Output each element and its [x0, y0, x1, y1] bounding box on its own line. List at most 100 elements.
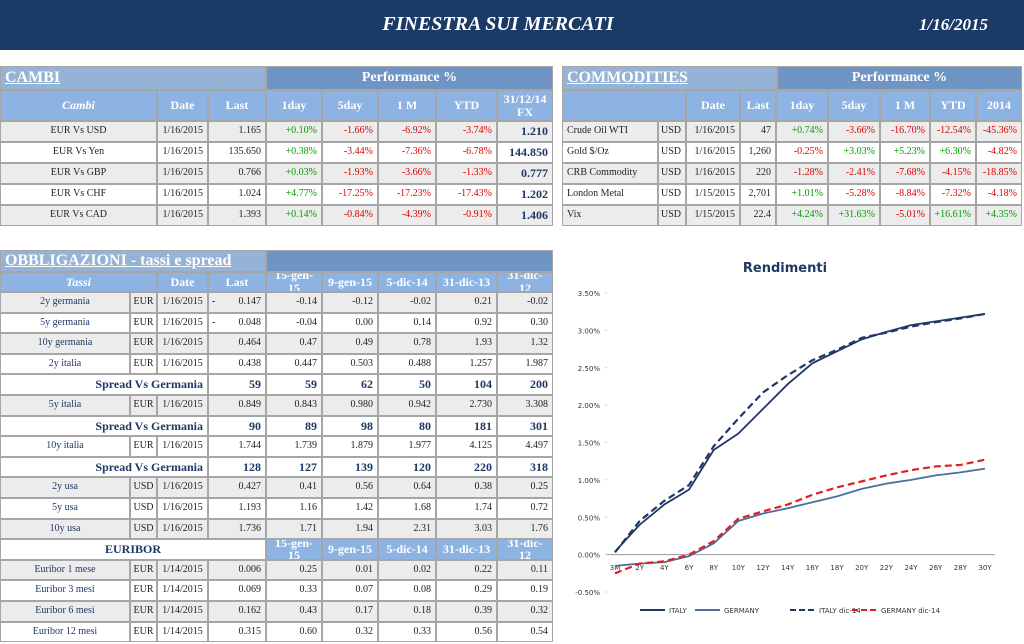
history: 1.76 — [497, 518, 553, 540]
table-cell: -12.54% — [930, 121, 976, 142]
history: 0.843 — [266, 395, 322, 416]
section-title: COMMODITIES — [562, 66, 777, 90]
history: 1.93 — [436, 333, 497, 354]
spread-history: 104 — [436, 374, 497, 395]
table-cell: 1.210 — [497, 121, 553, 142]
history: 0.22 — [436, 559, 497, 581]
table-cell: +16.61% — [930, 205, 976, 226]
history: 0.19 — [497, 580, 553, 601]
history: 0.41 — [266, 477, 322, 498]
table-cell: 1/16/2015 — [157, 163, 208, 184]
history: 0.43 — [266, 601, 322, 622]
spread-history: 181 — [436, 415, 497, 437]
table-cell: -3.74% — [436, 121, 497, 142]
table-cell: -0.25% — [776, 142, 828, 163]
history: 0.72 — [497, 498, 553, 519]
table-cell: 1.024 — [208, 184, 266, 205]
table-cell: USD — [658, 142, 686, 163]
history: 0.33 — [266, 580, 322, 601]
spread-history: 98 — [322, 415, 378, 437]
column-header: 5day — [828, 90, 880, 121]
table-cell: 1.393 — [208, 205, 266, 226]
x-tick-label: 18Y — [830, 564, 844, 572]
last: 0.315 — [208, 621, 266, 643]
history: 2.31 — [378, 518, 436, 540]
table-cell: -18.85% — [976, 163, 1022, 184]
page-title: FINESTRA SUI MERCATI — [382, 13, 614, 35]
history: 0.00 — [322, 312, 378, 334]
performance-label: Performance % — [266, 66, 553, 90]
y-tick-label: 3.00% — [578, 327, 601, 335]
history: 0.25 — [497, 477, 553, 498]
last: 0.069 — [208, 580, 266, 601]
table-cell: Vix — [562, 205, 658, 226]
history: 1.74 — [436, 498, 497, 519]
last: 0.147- — [208, 292, 266, 313]
currency: EUR — [130, 580, 157, 601]
flag: - — [212, 296, 216, 308]
x-tick-label: 3M — [610, 564, 621, 572]
table-cell: +0.14% — [266, 205, 322, 226]
history: 0.07 — [322, 580, 378, 601]
column-header: 2014 — [976, 90, 1022, 121]
spread-history: 301 — [497, 415, 553, 437]
rate-name: Euribor 1 mese — [0, 559, 130, 581]
spread-last: 128 — [208, 456, 266, 478]
rate-name: Euribor 3 mesi — [0, 580, 130, 601]
table-cell: 0.777 — [497, 163, 553, 184]
table-cell: 135.650 — [208, 142, 266, 163]
history: 1.71 — [266, 518, 322, 540]
date: 1/16/2015 — [157, 436, 208, 457]
table-cell: +4.24% — [776, 205, 828, 226]
table-cell: -3.66% — [828, 121, 880, 142]
x-tick-label: 14Y — [781, 564, 795, 572]
history: 1.739 — [266, 436, 322, 457]
history: 1.42 — [322, 498, 378, 519]
history: 2.730 — [436, 395, 497, 416]
table-cell: +0.38% — [266, 142, 322, 163]
column-header: 5-dic-14 — [378, 539, 436, 560]
column-header: 9-gen-15 — [322, 272, 378, 292]
table-cell: -1.66% — [322, 121, 378, 142]
column-header: 5day — [322, 90, 378, 121]
history: 1.987 — [497, 353, 553, 375]
column-header: 31-dic-13 — [436, 272, 497, 292]
history: 0.11 — [497, 559, 553, 581]
table-cell: 1/16/2015 — [686, 142, 740, 163]
spread-history: 220 — [436, 456, 497, 478]
column-header: 1 M — [378, 90, 436, 121]
table-cell: 1/15/2015 — [686, 184, 740, 205]
rate-name: 10y usa — [0, 518, 130, 540]
last: 0.464 — [208, 333, 266, 354]
currency: EUR — [130, 395, 157, 416]
table-cell: -5.01% — [880, 205, 930, 226]
table-cell: -1.93% — [322, 163, 378, 184]
column-header: Last — [208, 272, 266, 292]
currency: EUR — [130, 621, 157, 643]
x-tick-label: 30Y — [978, 564, 992, 572]
column-header: 15-gen-15 — [266, 539, 322, 560]
table-cell: -17.25% — [322, 184, 378, 205]
column-header: Cambi — [0, 90, 157, 121]
x-tick-label: 20Y — [855, 564, 869, 572]
table-cell: 1/16/2015 — [686, 121, 740, 142]
table-cell: -0.91% — [436, 205, 497, 226]
history: 0.17 — [322, 601, 378, 622]
history: -0.02 — [497, 292, 553, 313]
column-header: 31-dic-12 — [497, 539, 553, 560]
history: 0.488 — [378, 353, 436, 375]
column-header: 1day — [776, 90, 828, 121]
table-cell: 1/16/2015 — [157, 205, 208, 226]
table-cell: 1.202 — [497, 184, 553, 205]
history: 1.32 — [497, 333, 553, 354]
table-cell: USD — [658, 163, 686, 184]
last: 1.736 — [208, 518, 266, 540]
table-cell: -16.70% — [880, 121, 930, 142]
last: 0.162 — [208, 601, 266, 622]
y-tick-label: -0.50% — [575, 589, 600, 597]
history: 0.942 — [378, 395, 436, 416]
date: 1/16/2015 — [157, 498, 208, 519]
table-cell: -1.33% — [436, 163, 497, 184]
table-cell: +6.30% — [930, 142, 976, 163]
